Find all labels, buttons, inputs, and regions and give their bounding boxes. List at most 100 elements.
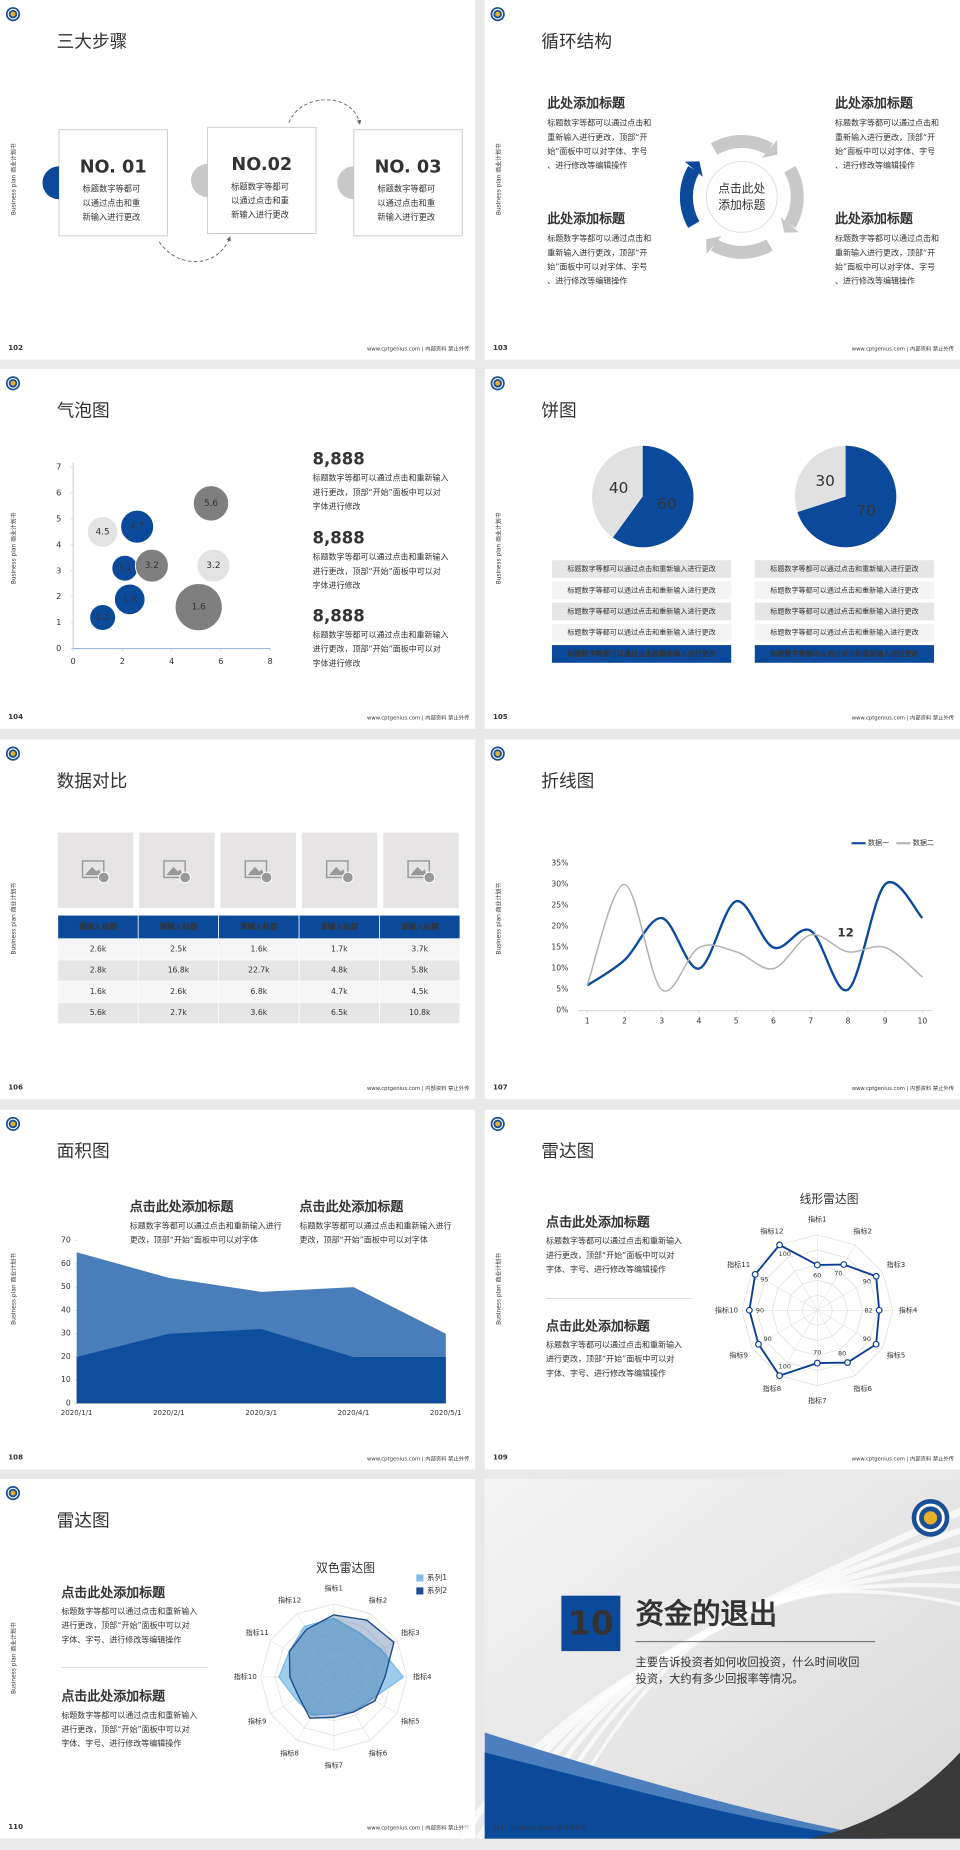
data-label: 60 [813, 1272, 821, 1280]
side-label: Business plan 商业计划书 [10, 1622, 18, 1694]
side-label: Business plan 商业计划书 [10, 883, 18, 955]
slide-background [484, 369, 960, 729]
row-text: 标题数字等都可以通过点击和重新输入进行更改 [567, 564, 715, 573]
axis-label: 指标2 [853, 1227, 872, 1236]
text-line: 进行更改，顶部“开始”面板中可以对 [313, 643, 441, 653]
logo-core [10, 380, 16, 386]
slide: Business plan 商业计划书 106 www.cptgenius.com … [0, 739, 476, 1100]
wave [548, 1589, 960, 1840]
side-label: Business plan 商业计划书 [10, 143, 18, 215]
axis-label: 指标6 [369, 1749, 388, 1758]
y-tick-label: 60 [61, 1259, 71, 1268]
radar-point [755, 1340, 762, 1348]
radar-point [776, 1372, 783, 1380]
table-cell-text: 10.8k [409, 1008, 431, 1017]
x-tick-label: 9 [883, 1016, 888, 1025]
radar-spoke [779, 1310, 818, 1376]
x-tick-label: 3 [659, 1016, 664, 1025]
image-icon-mountain [410, 866, 427, 876]
page-number: 108 [8, 1453, 23, 1462]
slide-background [0, 369, 476, 729]
text-line: 字体、字号、进行修改等编辑操作 [546, 1263, 666, 1273]
radar-point [813, 1261, 821, 1269]
text-line: 字体、字号、进行修改等编辑操作 [61, 1738, 181, 1748]
table-cell-text: 1.6k [90, 987, 107, 996]
block-heading: 此处添加标题 [835, 95, 913, 111]
step-label: NO.02 [231, 155, 292, 175]
cycle-center-text: 点击此处添加标题 [718, 181, 765, 212]
text-line: 标题数字等都可 [83, 183, 141, 193]
text-line: 进行更改，顶部“开始”面板中可以对 [313, 486, 441, 496]
table-cell-text: 4.8k [331, 966, 348, 975]
block-text: 标题数字等都可以通过点击和重新输入进行更改，顶部“开始”面板中可以对字体、字号、… [61, 1709, 197, 1747]
logo-ring [7, 377, 19, 389]
line-series [586, 880, 924, 992]
block-heading: 此处添加标题 [547, 211, 625, 227]
section-number: 10 [568, 1604, 614, 1643]
text-line: 重新输入进行更改，顶部“开 [835, 131, 935, 141]
block-heading: 此处添加标题 [835, 211, 913, 227]
slide-title: 折线图 [541, 771, 594, 792]
block-text: 标题数字等都可以通过点击和重新输入进行更改，顶部“开始”面板中可以对字体、字号、… [546, 1339, 682, 1377]
step-box [353, 129, 463, 237]
radar-point [844, 1359, 851, 1366]
data-label: 1.2 [96, 613, 110, 623]
data-label: 4.7 [130, 522, 144, 532]
y-tick-label: 70 [61, 1236, 71, 1245]
text-line: 主要告诉投资者如何收回投资，什么时间收回 [636, 1655, 860, 1669]
highlight-row [551, 645, 732, 663]
footer: www.cptgenius.com | 内部资料 禁止外传 [367, 714, 470, 722]
radar-point [776, 1241, 783, 1249]
block-heading: 点击此处添加标题 [546, 1214, 650, 1230]
image-icon-plus [260, 871, 273, 884]
image-icon-mountain [247, 866, 265, 876]
section-title: 资金的退出 [636, 1598, 778, 1631]
radar-point [745, 1306, 753, 1314]
text-line: 投资，大约有多少回报率等情况。 [636, 1671, 804, 1685]
stat-value: 8,888 [313, 528, 365, 547]
legend-label: 数据二 [913, 838, 934, 847]
cycle-arrowhead [706, 235, 722, 254]
bubble [89, 604, 117, 631]
axis-label: 指标3 [401, 1628, 420, 1637]
logo-core [10, 751, 16, 757]
stat-value: 8,888 [313, 606, 365, 625]
data-label: 100 [779, 1362, 791, 1370]
y-tick-label: 15% [551, 943, 568, 952]
section-text: 主要告诉投资者如何收回投资，什么时间收回投资，大约有多少回报率等情况。 [636, 1655, 860, 1686]
data-label: 3.2 [206, 561, 220, 571]
table-header: 请输入标题 [320, 921, 359, 931]
slide-title: 三大步骤 [57, 31, 128, 52]
cycle-arc [710, 239, 773, 259]
radar-spoke [817, 1244, 856, 1311]
image-icon [81, 860, 105, 879]
highlight-row [754, 645, 935, 663]
text-line: 更改，顶部“开始”面板中可以对字体 [130, 1234, 258, 1244]
legend-label: 系列1 [427, 1572, 447, 1582]
image-icon-mountain [84, 866, 102, 876]
bubble [192, 485, 230, 522]
slide-background [484, 739, 960, 1100]
table-cell-text: 5.8k [411, 966, 428, 975]
text-line: 标题数字等都可以通过点击和重新输入 [546, 1235, 682, 1245]
text-line: 点击此处 [718, 181, 765, 195]
text-line: 标题数字等都可以通过点击和重新输入 [546, 1339, 682, 1349]
page-number: 106 [8, 1082, 23, 1091]
logo-ring [7, 1487, 19, 1499]
data-label: 90 [863, 1278, 871, 1286]
data-label: 100 [779, 1250, 791, 1258]
logo-core [10, 11, 16, 17]
block-text: 标题数字等都可以通过点击和重新输入进行更改，顶部“开始”面板中可以对字体、字号、… [835, 117, 939, 169]
step-text: 标题数字等都可以通过点击和重新输入进行更改 [83, 183, 141, 221]
cycle-arc [710, 135, 773, 155]
data-label: 1.9 [123, 595, 137, 605]
logo-ring [492, 377, 504, 389]
side-label: Business plan 商业计划书 [10, 512, 18, 584]
legend-label: 数据一 [868, 838, 889, 847]
block-text: 标题数字等都可以通过点击和重新输入进行更改，顶部“开始”面板中可以对字体、字号、… [546, 1235, 682, 1273]
footer: www.cptgenius.com | 内部资料 禁止外传 [852, 345, 955, 353]
number-box [561, 1595, 621, 1652]
logo-core [10, 1490, 16, 1496]
text-line: 字体进行修改 [313, 657, 361, 667]
y-tick-label: 5% [556, 985, 568, 994]
